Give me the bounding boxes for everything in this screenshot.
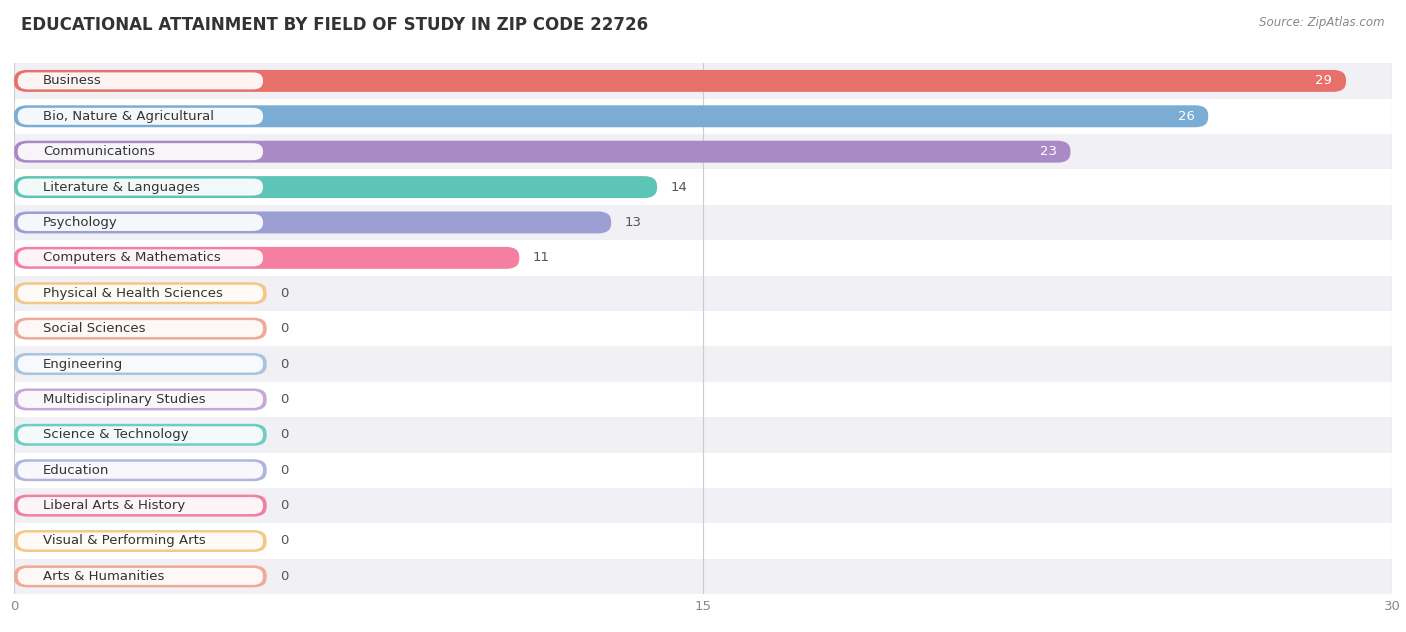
Text: 0: 0 (280, 535, 288, 547)
Bar (14, 311, 1392, 346)
Text: 0: 0 (280, 570, 288, 583)
Text: 26: 26 (1178, 110, 1195, 123)
FancyBboxPatch shape (18, 179, 263, 195)
Text: Education: Education (44, 464, 110, 477)
Bar (14, 169, 1392, 205)
Text: 0: 0 (280, 358, 288, 370)
Bar (14, 63, 1392, 99)
FancyBboxPatch shape (18, 285, 263, 301)
Text: Social Sciences: Social Sciences (44, 322, 145, 335)
Text: Science & Technology: Science & Technology (44, 428, 188, 441)
Text: 0: 0 (280, 322, 288, 335)
FancyBboxPatch shape (14, 176, 657, 198)
FancyBboxPatch shape (14, 389, 267, 410)
FancyBboxPatch shape (18, 462, 263, 478)
FancyBboxPatch shape (14, 424, 267, 446)
Bar (14, 559, 1392, 594)
FancyBboxPatch shape (14, 495, 267, 516)
Bar (14, 523, 1392, 559)
FancyBboxPatch shape (18, 320, 263, 337)
FancyBboxPatch shape (18, 108, 263, 125)
FancyBboxPatch shape (18, 427, 263, 443)
FancyBboxPatch shape (14, 283, 267, 304)
FancyBboxPatch shape (14, 212, 612, 233)
Text: Liberal Arts & History: Liberal Arts & History (44, 499, 186, 512)
FancyBboxPatch shape (18, 214, 263, 231)
FancyBboxPatch shape (14, 353, 267, 375)
FancyBboxPatch shape (14, 247, 519, 269)
FancyBboxPatch shape (18, 143, 263, 160)
Text: 0: 0 (280, 287, 288, 300)
Text: Computers & Mathematics: Computers & Mathematics (44, 252, 221, 264)
Text: 0: 0 (280, 393, 288, 406)
FancyBboxPatch shape (14, 318, 267, 339)
FancyBboxPatch shape (18, 391, 263, 408)
Text: Literature & Languages: Literature & Languages (44, 181, 200, 193)
Text: Communications: Communications (44, 145, 155, 158)
Text: EDUCATIONAL ATTAINMENT BY FIELD OF STUDY IN ZIP CODE 22726: EDUCATIONAL ATTAINMENT BY FIELD OF STUDY… (21, 16, 648, 33)
FancyBboxPatch shape (18, 73, 263, 89)
FancyBboxPatch shape (14, 459, 267, 481)
FancyBboxPatch shape (14, 566, 267, 587)
Text: Arts & Humanities: Arts & Humanities (44, 570, 165, 583)
Text: 13: 13 (624, 216, 643, 229)
Text: 23: 23 (1039, 145, 1057, 158)
FancyBboxPatch shape (14, 106, 1208, 127)
Bar (14, 346, 1392, 382)
Text: Bio, Nature & Agricultural: Bio, Nature & Agricultural (44, 110, 214, 123)
Bar (14, 453, 1392, 488)
FancyBboxPatch shape (14, 141, 1070, 162)
Bar (14, 134, 1392, 169)
Text: 14: 14 (671, 181, 688, 193)
Text: Multidisciplinary Studies: Multidisciplinary Studies (44, 393, 205, 406)
Bar (14, 276, 1392, 311)
Text: 0: 0 (280, 499, 288, 512)
Text: 29: 29 (1316, 75, 1333, 87)
Bar (14, 488, 1392, 523)
Text: Business: Business (44, 75, 101, 87)
Bar (14, 205, 1392, 240)
FancyBboxPatch shape (18, 568, 263, 585)
FancyBboxPatch shape (18, 533, 263, 549)
FancyBboxPatch shape (14, 70, 1346, 92)
Text: 0: 0 (280, 428, 288, 441)
FancyBboxPatch shape (14, 530, 267, 552)
Bar (14, 382, 1392, 417)
Text: Source: ZipAtlas.com: Source: ZipAtlas.com (1260, 16, 1385, 29)
Bar (14, 99, 1392, 134)
FancyBboxPatch shape (18, 497, 263, 514)
Text: Engineering: Engineering (44, 358, 124, 370)
FancyBboxPatch shape (18, 356, 263, 372)
Text: 0: 0 (280, 464, 288, 477)
Text: Psychology: Psychology (44, 216, 118, 229)
Text: Physical & Health Sciences: Physical & Health Sciences (44, 287, 224, 300)
Bar (14, 240, 1392, 276)
FancyBboxPatch shape (18, 250, 263, 266)
Text: 11: 11 (533, 252, 550, 264)
Text: Visual & Performing Arts: Visual & Performing Arts (44, 535, 205, 547)
Bar (14, 417, 1392, 453)
